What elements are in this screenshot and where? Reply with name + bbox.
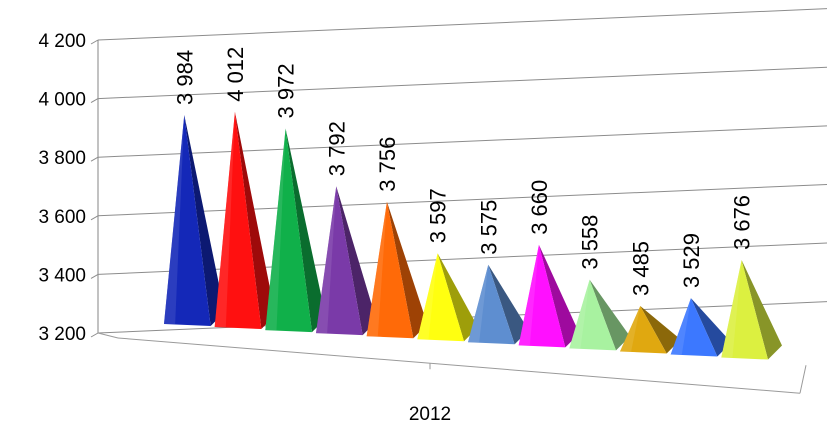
data-label: 4 012	[223, 47, 248, 102]
pyramid-highlight	[316, 186, 337, 334]
y-tick-label: 3 600	[38, 207, 86, 228]
data-label: 3 597	[426, 188, 451, 243]
pyramid-highlight	[569, 279, 590, 349]
y-tick-label: 4 200	[38, 31, 86, 52]
data-label: 3 485	[628, 241, 653, 296]
pyramid-side-face	[336, 186, 377, 336]
tick-mark	[90, 39, 99, 45]
data-label: 3 575	[476, 200, 501, 255]
tick-mark	[90, 273, 99, 279]
pyramid-side-face	[589, 279, 630, 351]
pyramid-side-face	[437, 253, 478, 342]
pyramid-bar	[518, 244, 580, 348]
pyramid-highlight	[518, 244, 539, 346]
pyramid-side-face	[386, 201, 428, 339]
y-tick-label: 4 000	[38, 90, 86, 111]
pyramid-highlight	[265, 128, 286, 331]
data-label: 3 676	[730, 195, 755, 250]
pyramid-bar	[620, 306, 681, 354]
pyramid-bar	[214, 111, 276, 330]
pyramid-side-face	[640, 306, 681, 354]
tick-mark	[90, 156, 99, 162]
data-label: 3 984	[172, 50, 197, 105]
pyramid-highlight	[164, 114, 185, 324]
pyramid-highlight	[468, 264, 489, 343]
floor-side-edge	[97, 332, 119, 339]
pyramid-side-face	[184, 114, 225, 326]
tick-mark	[90, 332, 99, 338]
pyramid-side-face	[538, 244, 580, 348]
data-label: 3 558	[578, 215, 603, 270]
data-labels: 3 984 4 012 3 972 3 792 3 756 3 597 3 575 3 660…	[172, 47, 754, 296]
data-label: 3 660	[527, 180, 552, 235]
gridline	[97, 66, 827, 100]
y-tick-label: 3 400	[38, 265, 86, 286]
pyramid-side-face	[234, 111, 276, 330]
pyramid-bar	[366, 201, 428, 339]
pyramid-highlight	[670, 298, 691, 355]
data-series	[164, 111, 782, 360]
tick-mark	[90, 215, 99, 221]
data-label: 3 529	[679, 233, 704, 288]
pyramid-bar	[316, 186, 377, 336]
data-label: 3 792	[324, 121, 349, 176]
y-axis-ticks: 3 200 3 400 3 600 3 800 4 000 4 200	[38, 31, 86, 345]
pyramid-bar	[721, 260, 782, 360]
gridline	[97, 183, 827, 217]
pyramid-bar	[670, 298, 732, 357]
pyramid-highlight	[721, 260, 742, 358]
pyramid-side-face	[741, 260, 782, 360]
pyramid-bar	[468, 264, 529, 345]
pyramid-bar	[265, 128, 326, 333]
pyramid-bar	[417, 253, 478, 342]
gridline	[97, 242, 827, 275]
pyramid-side-face	[285, 128, 326, 333]
floor-right-edge	[799, 365, 807, 394]
chart-floor	[97, 332, 807, 394]
data-label: 3 972	[274, 63, 299, 118]
y-tick-label: 3 800	[38, 148, 86, 169]
pyramid-bar	[164, 114, 225, 326]
gridlines	[90, 8, 827, 338]
pyramid-bar	[569, 279, 630, 351]
pyramid-highlight	[366, 201, 387, 337]
pyramid-side-face	[690, 298, 732, 357]
data-label: 3 756	[375, 137, 400, 192]
pyramid-highlight	[214, 111, 235, 328]
category-label: 2012	[409, 404, 451, 425]
pyramid-highlight	[417, 253, 438, 340]
y-tick-label: 3 200	[38, 324, 86, 345]
pyramid-side-face	[488, 264, 529, 345]
pyramid-highlight	[620, 306, 641, 352]
gridline	[97, 125, 827, 158]
tick-mark	[90, 98, 99, 104]
gridline	[97, 8, 827, 41]
floor-front-edge	[117, 337, 801, 394]
